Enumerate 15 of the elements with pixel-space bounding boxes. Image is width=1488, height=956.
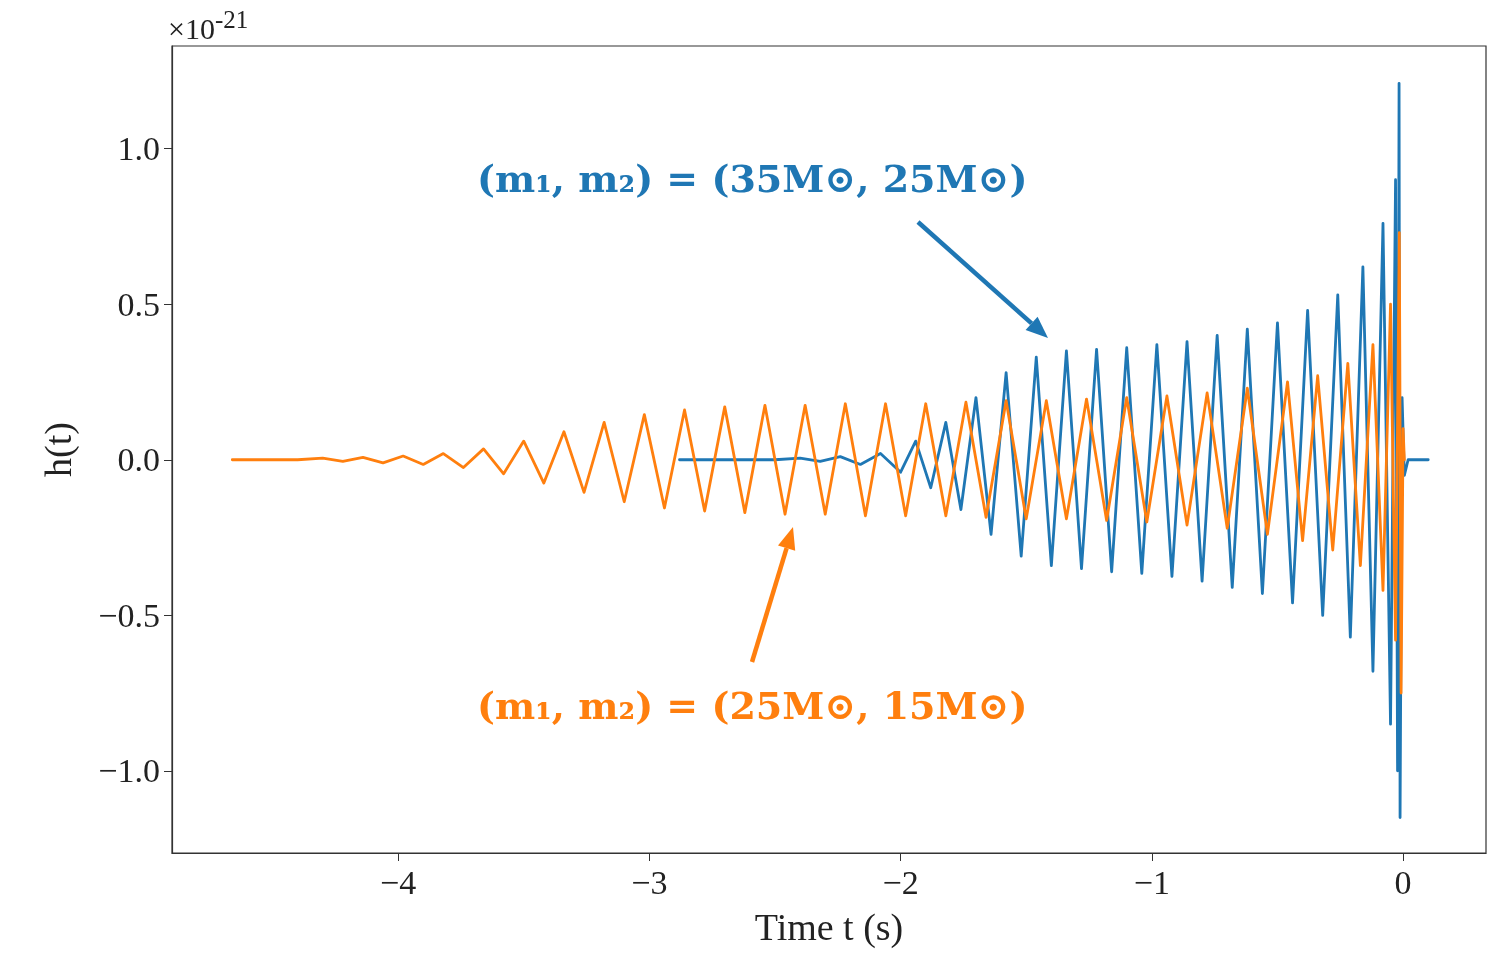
y-tick-label: 0.5 <box>117 285 160 323</box>
y-tick-label: 0.0 <box>117 441 160 479</box>
x-tick-label: −2 <box>882 863 919 901</box>
y-axis-title: h(t) <box>37 422 80 477</box>
x-axis-title: Time t (s) <box>754 906 904 949</box>
y-tick-label: −0.5 <box>98 596 160 634</box>
annotation: (m₁, m₂) = (35M⊙, 25M⊙) <box>477 155 1028 201</box>
y-tick-label: 1.0 <box>117 130 160 168</box>
annotation: (m₁, m₂) = (25M⊙, 15M⊙) <box>477 682 1028 728</box>
x-tick-label: −3 <box>631 863 668 901</box>
x-tick-label: −1 <box>1133 863 1170 901</box>
text: ×10$^{-21}$ <box>168 6 249 46</box>
x-tick-label: 0 <box>1394 863 1412 901</box>
x-tick-label: −4 <box>380 863 417 901</box>
y-tick-label: −1.0 <box>98 752 160 790</box>
